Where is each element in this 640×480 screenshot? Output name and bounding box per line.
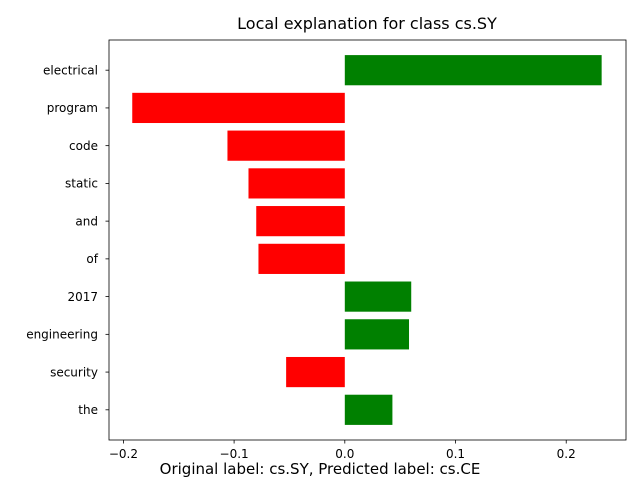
- y-tick-label: of: [86, 252, 98, 266]
- bar-of: [258, 243, 345, 274]
- y-tick-label: security: [50, 365, 98, 379]
- y-tick-label: program: [47, 101, 98, 115]
- bar-and: [256, 206, 345, 237]
- bar-code: [227, 130, 345, 161]
- bar-2017: [344, 281, 412, 312]
- bar-security: [286, 356, 345, 388]
- x-tick-label: 0.1: [446, 447, 465, 461]
- y-tick-label: 2017: [67, 290, 98, 304]
- x-tick-label: −0.1: [220, 447, 249, 461]
- y-tick-label: engineering: [26, 328, 98, 342]
- plot-area: electrical program code static and of 2017 engi…: [26, 39, 627, 461]
- chart-caption: Original label: cs.SY, Predicted label: …: [160, 460, 481, 478]
- y-tick-label: code: [69, 139, 98, 153]
- x-tick-label: 0.0: [335, 447, 354, 461]
- bar-electrical: [344, 55, 602, 86]
- bar-the: [344, 394, 393, 425]
- chart-title: Local explanation for class cs.SY: [237, 14, 497, 33]
- x-tick-label: −0.2: [109, 447, 138, 461]
- bar-program: [132, 92, 345, 124]
- x-tick-label: 0.2: [557, 447, 576, 461]
- axes-frame: [108, 39, 627, 441]
- y-tick-label: electrical: [43, 63, 98, 77]
- bar-static: [248, 168, 345, 199]
- bar-engineering: [344, 319, 410, 350]
- y-tick-label: the: [78, 403, 98, 417]
- y-tick-label: and: [75, 214, 98, 228]
- y-tick-label: static: [65, 177, 98, 191]
